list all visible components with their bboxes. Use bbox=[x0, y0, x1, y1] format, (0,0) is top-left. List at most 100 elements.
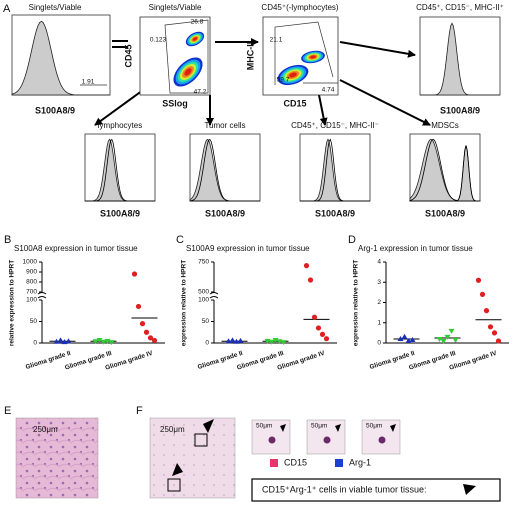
data-point bbox=[452, 337, 459, 343]
zoom-box bbox=[167, 478, 181, 492]
x-axis-label: S100A8/9 bbox=[440, 105, 480, 115]
plot-title: lymphocytes bbox=[98, 121, 142, 130]
y-axis-label: relative expression to HPRT bbox=[9, 260, 16, 346]
y-tick-label: 3 bbox=[377, 279, 381, 286]
x-axis-label: S100A8/9 bbox=[315, 208, 355, 218]
data-point bbox=[319, 331, 326, 337]
y-axis-label: MHC-II bbox=[245, 42, 255, 71]
data-point bbox=[65, 338, 72, 344]
arrowhead bbox=[335, 424, 341, 432]
arrowhead bbox=[203, 419, 214, 433]
density-contour bbox=[192, 37, 198, 41]
histogram bbox=[420, 22, 500, 96]
data-point bbox=[315, 325, 322, 331]
plot-title: Singlets/Viable bbox=[149, 3, 202, 12]
data-point bbox=[487, 324, 494, 330]
panel-label: A bbox=[3, 3, 11, 15]
histogram-overlay bbox=[85, 138, 155, 202]
data-point bbox=[323, 336, 330, 342]
plot-title: CD45⁺, CD15⁻, MHC-II⁻ bbox=[291, 121, 379, 130]
chart-title: S100A9 expression in tumor tissue bbox=[186, 244, 310, 253]
data-point bbox=[268, 339, 275, 345]
data-point bbox=[491, 330, 498, 336]
panel-label: B bbox=[4, 234, 11, 246]
data-point bbox=[483, 308, 490, 314]
zoom-box bbox=[194, 433, 208, 447]
flow-plot: MDSCs S100A8/9 bbox=[409, 121, 481, 218]
x-axis-label: S100A8/9 bbox=[425, 208, 465, 218]
flow-plot: Singlets/Viable SSlog CD45 26.8 0.123 47.2 bbox=[123, 3, 211, 108]
x-axis-label: S100A8/9 bbox=[100, 208, 140, 218]
flow-plot: CD45⁺(-lymphocytes) CD15 MHC-II 21.1 59.7 4.7… bbox=[245, 3, 339, 108]
micrograph bbox=[149, 417, 236, 499]
data-point bbox=[311, 314, 318, 320]
x-axis-label: S100A8/9 bbox=[35, 105, 75, 115]
flow-plot: CD45⁺, CD15⁻, MHC-II⁻ S100A8/9 bbox=[291, 121, 379, 218]
y-tick-label: 700 bbox=[26, 289, 37, 296]
data-point bbox=[151, 337, 158, 344]
chart-title: Arg-1 expression in tumor tissue bbox=[358, 244, 473, 253]
y-tick-label: 1 bbox=[377, 319, 381, 326]
plot-title: Tumor cells bbox=[204, 121, 245, 130]
chart-title: S100A8 expression in tumor tissue bbox=[14, 244, 138, 253]
y-axis-label: CD45 bbox=[123, 44, 133, 67]
data-point bbox=[397, 335, 404, 341]
gate-percentage: 0.123 bbox=[150, 37, 167, 44]
data-point bbox=[444, 334, 451, 340]
flow-plot: lymphocytes S100A8/9 bbox=[84, 121, 156, 218]
panel-label: C bbox=[176, 234, 184, 246]
axis-break bbox=[37, 292, 47, 299]
data-point bbox=[448, 328, 455, 334]
flow-plot: CD45⁺, CD15⁻, MHC-II⁺ S100A8/9 bbox=[416, 3, 504, 115]
y-tick-label: 500 bbox=[198, 289, 209, 296]
y-tick-label: 800 bbox=[26, 279, 37, 286]
data-point bbox=[237, 337, 244, 343]
legend-label: Arg-1 bbox=[349, 457, 371, 467]
data-point bbox=[303, 263, 310, 269]
data-point bbox=[280, 340, 287, 346]
data-point bbox=[409, 336, 416, 342]
arrowhead bbox=[463, 484, 476, 495]
y-tick-label: 100 bbox=[198, 297, 209, 304]
plot-frame bbox=[262, 16, 339, 96]
y-axis-label: expression relative to HPRT bbox=[353, 260, 360, 346]
stained-cell bbox=[268, 436, 276, 444]
stained-cell bbox=[378, 436, 386, 444]
scale-label: 250μm bbox=[160, 425, 185, 434]
plot-title: CD45⁺, CD15⁻, MHC-II⁺ bbox=[416, 3, 504, 12]
plot-title: CD45⁺(-lymphocytes) bbox=[261, 3, 338, 12]
data-point bbox=[108, 340, 115, 346]
x-axis-label: SSlog bbox=[162, 98, 188, 108]
note-box bbox=[251, 478, 501, 502]
gate bbox=[164, 19, 209, 94]
legend-label: CD15 bbox=[284, 457, 307, 467]
y-tick-label: 900 bbox=[26, 269, 37, 276]
data-point bbox=[135, 303, 142, 310]
x-tick-label: Glioma grade IV bbox=[276, 350, 326, 372]
gate-percentage: 1.91 bbox=[82, 79, 95, 86]
plot-title: Singlets/Viable bbox=[29, 3, 82, 12]
panel-label: D bbox=[348, 234, 356, 246]
y-tick-label: 1000 bbox=[23, 259, 38, 266]
panel-label: F bbox=[136, 405, 143, 417]
y-tick-label: 2 bbox=[377, 299, 381, 306]
density-contour bbox=[184, 68, 192, 76]
flow-plot: Singlets/Viable S100A8/9 1.91 bbox=[11, 3, 111, 115]
gate-percentage: 4.74 bbox=[322, 87, 335, 94]
flow-plot: Tumor cells S100A8/9 bbox=[189, 121, 261, 218]
data-point bbox=[147, 335, 154, 341]
data-point bbox=[53, 338, 60, 344]
y-tick-label: 4 bbox=[377, 259, 381, 266]
density-contour bbox=[289, 72, 297, 78]
data-point bbox=[401, 333, 408, 339]
data-point bbox=[131, 271, 138, 277]
scale-label: 50μm bbox=[256, 423, 272, 430]
data-point bbox=[57, 337, 64, 343]
data-point bbox=[272, 337, 279, 343]
data-point bbox=[143, 329, 150, 335]
y-tick-label: 50 bbox=[30, 318, 38, 325]
data-point bbox=[475, 277, 482, 283]
gate-percentage: 59.7 bbox=[277, 77, 290, 84]
gate bbox=[274, 21, 334, 85]
